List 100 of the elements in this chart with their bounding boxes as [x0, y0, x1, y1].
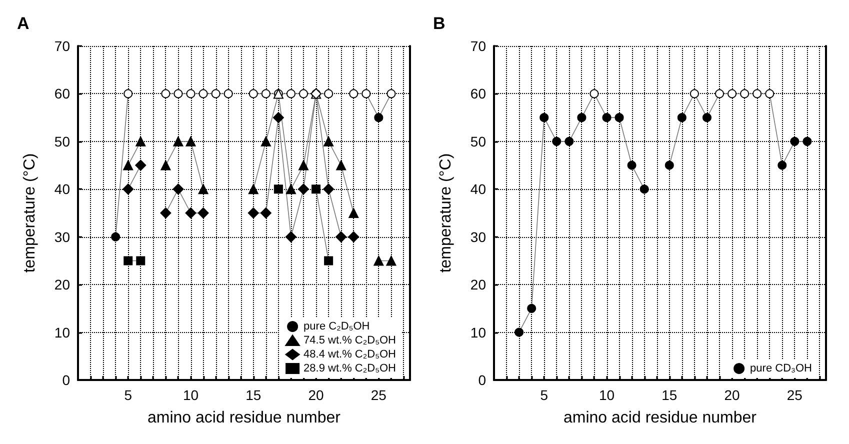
y-tick-label: 40: [54, 181, 70, 198]
x-axis-title: amino acid residue number: [148, 410, 342, 426]
point: [123, 160, 134, 170]
point: [602, 113, 612, 122]
point: [765, 89, 774, 98]
x-tick-label: 25: [786, 387, 803, 403]
x-tick-label: 10: [598, 387, 615, 403]
point: [336, 160, 346, 170]
y-tick-label: 60: [470, 86, 486, 102]
point: [348, 208, 359, 218]
point: [186, 89, 196, 98]
point: [386, 256, 396, 266]
point: [298, 184, 310, 195]
point: [728, 89, 737, 98]
point: [261, 89, 270, 98]
legend-label: pure CD₃OH: [750, 362, 812, 374]
y-tick-label: 60: [54, 86, 70, 102]
x-tick-label: 20: [724, 387, 740, 403]
point: [374, 256, 384, 266]
point: [172, 184, 184, 195]
legend-label: 48.4 wt.% C₂D₅OH: [304, 348, 396, 360]
point: [349, 89, 358, 98]
point: [198, 89, 208, 98]
point: [198, 208, 209, 218]
x-tick-label: 10: [182, 387, 199, 403]
point: [386, 89, 396, 98]
point: [124, 256, 133, 266]
point: [778, 160, 787, 170]
point: [590, 89, 599, 98]
point: [362, 89, 371, 98]
point: [274, 184, 283, 194]
point: [740, 89, 750, 98]
legend-label: pure C₂D₅OH: [304, 320, 370, 332]
x-tick-label: 15: [662, 387, 678, 403]
point: [514, 328, 524, 337]
point: [248, 208, 259, 218]
legend-label: 28.9 wt.% C₂D₅OH: [304, 362, 396, 374]
point: [286, 89, 296, 98]
point: [160, 160, 171, 170]
y-tick-label: 40: [470, 181, 486, 198]
chart-title: B: [433, 14, 446, 33]
point: [664, 160, 674, 170]
point: [614, 113, 624, 122]
point: [160, 208, 172, 218]
y-tick-label: 0: [478, 372, 486, 388]
point: [324, 136, 334, 146]
y-tick-label: 50: [54, 133, 70, 150]
x-tick-label: 25: [370, 387, 387, 403]
point: [552, 136, 562, 146]
y-tick-label: 20: [54, 276, 70, 293]
x-tick-label: 20: [308, 387, 324, 403]
point: [336, 231, 347, 242]
point: [577, 113, 586, 122]
x-tick-label: 15: [246, 387, 262, 403]
point: [135, 160, 146, 171]
y-tick-label: 0: [62, 372, 70, 388]
y-tick-label: 70: [54, 38, 70, 54]
point: [564, 136, 574, 146]
point: [161, 89, 170, 98]
legend-label: 74.5 wt.% C₂D₅OH: [304, 334, 396, 346]
y-tick-label: 30: [54, 228, 70, 245]
point: [174, 89, 183, 98]
point: [702, 113, 712, 122]
point: [677, 113, 686, 122]
point: [802, 136, 812, 146]
x-tick-label: 5: [124, 387, 132, 403]
y-tick-label: 10: [470, 324, 486, 340]
y-tick-label: 50: [470, 133, 486, 150]
point: [173, 136, 184, 146]
point: [248, 184, 258, 194]
point: [211, 89, 220, 98]
point: [124, 89, 133, 98]
point: [298, 160, 309, 170]
point: [527, 304, 536, 313]
y-axis-title: temperature (°C): [22, 153, 38, 273]
point: [690, 89, 699, 98]
point: [640, 184, 649, 194]
x-tick-label: 5: [540, 387, 548, 403]
y-tick-label: 30: [470, 228, 486, 245]
point: [272, 112, 284, 124]
point: [286, 184, 296, 194]
point: [323, 184, 334, 195]
y-tick-label: 10: [54, 324, 70, 340]
point: [260, 208, 272, 218]
point: [186, 136, 196, 146]
point: [715, 89, 724, 98]
point: [224, 89, 233, 98]
x-axis-title: amino acid residue number: [564, 410, 758, 426]
point: [136, 136, 146, 146]
point: [324, 256, 334, 266]
point: [348, 231, 360, 242]
point: [312, 184, 321, 194]
y-tick-label: 70: [470, 38, 486, 54]
point: [285, 231, 296, 242]
point: [324, 89, 334, 98]
point: [790, 136, 800, 146]
point: [540, 113, 549, 122]
point: [260, 136, 271, 146]
point: [752, 89, 762, 98]
y-axis-title: temperature (°C): [438, 153, 454, 273]
